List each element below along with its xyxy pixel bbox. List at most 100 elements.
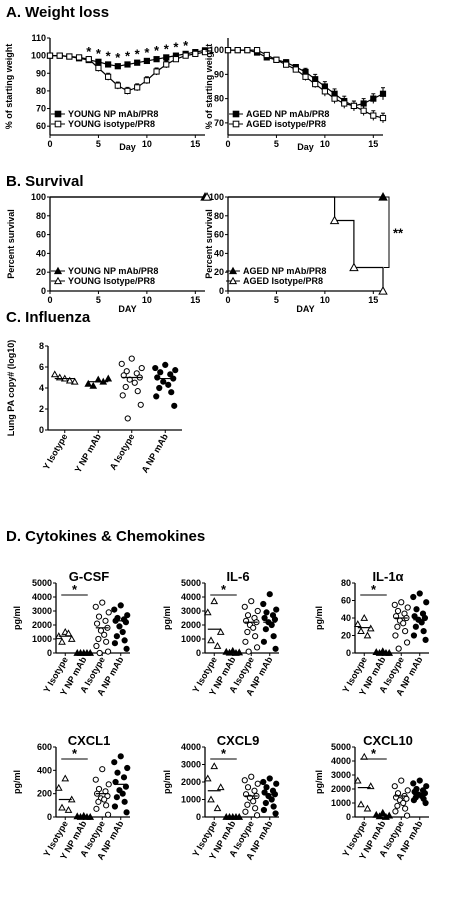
B1-legend-label: YOUNG NP mAb/PR8 [68, 266, 158, 276]
G-CSF-data-point [104, 648, 112, 655]
B1-legend-label: YOUNG Isotype/PR8 [68, 276, 155, 286]
A2-legend-marker [232, 110, 240, 118]
A2-legend-label: AGED isotype/PR8 [246, 119, 326, 129]
CXCL1-data-point [64, 805, 73, 813]
G-CSF-y-tick-label: 3000 [32, 606, 52, 616]
CXCL1-y-tick-label: 0 [47, 812, 52, 822]
A1-significance-star: * [115, 50, 121, 65]
B1-legend-marker [53, 266, 63, 275]
IL-6-data-point [272, 645, 279, 652]
A1-legend-marker [54, 110, 62, 118]
G-CSF-title: G-CSF [69, 569, 110, 584]
B2-x-tick-label: 0 [225, 295, 230, 305]
C-data-point [122, 383, 129, 391]
IL-6-data-point [262, 626, 269, 633]
A2-data-point [341, 100, 348, 107]
IL-6-data-point [254, 607, 261, 615]
CXCL9-y-axis-label: pg/ml [162, 770, 172, 794]
B2-x-axis-label: DAY [296, 304, 314, 314]
A1-legend-marker [54, 120, 62, 128]
IL-6-data-point [260, 600, 267, 608]
CXCL1-data-point [123, 809, 130, 816]
B1-x-tick-label: 10 [142, 295, 152, 305]
G-CSF-y-axis-label: pg/ml [12, 606, 22, 630]
IL-6-data-point [245, 648, 252, 655]
B1-y-tick-label: 40 [36, 248, 46, 258]
A1-y-tick-label: 70 [36, 104, 46, 114]
CXCL1-y-tick-label: 400 [37, 765, 52, 775]
IL-1a-y-tick-label: 20 [341, 631, 351, 641]
CXCL1-data-point [114, 769, 121, 776]
section-d-heading: D. Cytokines & Chemokines [6, 528, 205, 545]
C-category-label: Y NP mAb [73, 432, 104, 475]
section-c-heading: C. Influenza [6, 309, 91, 326]
G-CSF-data-point [92, 603, 99, 610]
G-CSF-y-tick-label: 0 [47, 648, 52, 658]
G-CSF-data-point [96, 649, 103, 657]
CXCL9-y-tick-label: 4000 [181, 742, 201, 752]
A1-y-tick-label: 90 [36, 68, 46, 78]
C-data-point [168, 389, 175, 396]
C-data-point [133, 370, 140, 377]
CXCL9-data-point [252, 805, 259, 812]
B2-significance-label: ** [393, 225, 404, 240]
IL-6-data-point [216, 627, 225, 635]
IL-6-data-point [244, 612, 252, 619]
A1-significance-star: * [144, 45, 150, 60]
C-data-point [172, 367, 179, 374]
G-CSF-data-point [111, 606, 118, 613]
IL-6-data-point [207, 636, 215, 644]
B2-step-marker [329, 215, 340, 225]
C-data-point [167, 371, 174, 378]
A1-significance-star: * [86, 44, 92, 59]
A1-data-point [124, 61, 131, 68]
CXCL1-data-point [117, 753, 124, 760]
CXCL1-title: CXCL1 [68, 733, 111, 748]
IL-6-data-point [263, 609, 270, 616]
IL-6-data-point [261, 614, 268, 622]
C-category-label: A Isotype [108, 432, 137, 472]
CXCL9-y-tick-label: 0 [196, 812, 201, 822]
IL-1a-data-point [423, 599, 430, 606]
A1-x-axis-label: Day [119, 142, 136, 152]
IL-1a-data-point [413, 606, 420, 613]
CXCL1-y-tick-label: 600 [37, 742, 52, 752]
A2-legend-marker [232, 120, 240, 128]
A1-data-point [192, 50, 199, 57]
B2-y-tick-label: 60 [214, 230, 224, 240]
CXCL1-significance-star: * [72, 746, 78, 761]
IL-6-data-point [260, 638, 268, 645]
C-y-tick-label: 2 [39, 404, 44, 414]
C-data-point [137, 401, 144, 408]
B2-x-tick-label: 10 [320, 295, 330, 305]
B1-y-tick-label: 0 [41, 286, 46, 296]
A1-y-tick-label: 110 [31, 33, 46, 43]
A1-significance-star: * [173, 40, 179, 55]
CXCL9-y-tick-label: 1000 [181, 795, 201, 805]
CXCL1-data-point [111, 759, 118, 766]
IL-6-y-tick-label: 3000 [181, 606, 201, 616]
CXCL9-y-tick-label: 2000 [181, 777, 201, 787]
B1-y-tick-label: 60 [36, 230, 46, 240]
A1-data-point [134, 84, 141, 91]
G-CSF-data-point [99, 599, 106, 606]
B2-significance-bracket [384, 196, 390, 268]
CXCL9-data-point [248, 773, 255, 780]
CXCL1-data-point [111, 803, 119, 810]
A1-data-point [56, 52, 63, 59]
A2-data-point [302, 73, 309, 80]
A1-data-point [75, 54, 83, 61]
CXCL9-data-point [216, 783, 225, 791]
CXCL9-data-point [213, 804, 222, 812]
CXCL9-data-point [262, 799, 269, 807]
A2-data-point [370, 95, 377, 102]
CXCL10-y-tick-label: 2000 [331, 784, 351, 794]
A2-data-point [331, 95, 338, 102]
A1-data-point [163, 54, 170, 61]
B1-x-tick-label: 15 [190, 295, 200, 305]
IL-1a-data-point [357, 627, 365, 635]
IL-6-data-point [253, 644, 261, 651]
G-CSF-data-point [117, 602, 124, 609]
A2-x-axis-label: Day [297, 142, 314, 152]
A2-x-tick-label: 0 [225, 139, 230, 149]
